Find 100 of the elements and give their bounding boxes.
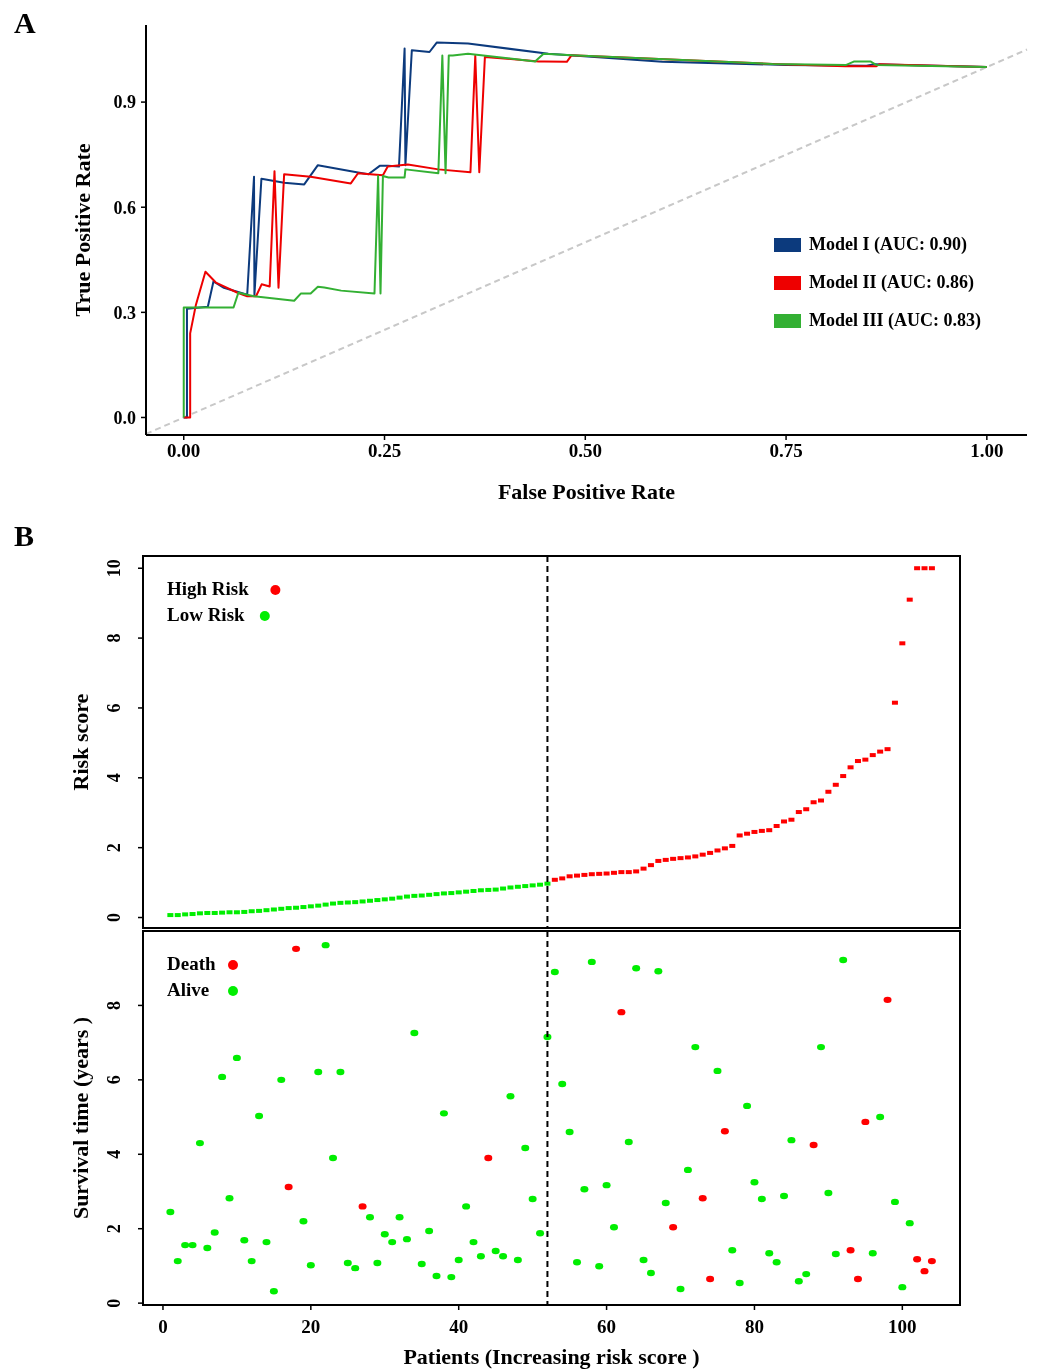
y-tick-label: 4	[104, 1149, 124, 1159]
x-tick-label: 80	[744, 1316, 764, 1337]
point	[861, 1118, 870, 1126]
point	[758, 828, 765, 833]
point	[292, 945, 301, 953]
y-tick-label: 0.3	[113, 302, 136, 323]
point	[477, 888, 484, 893]
point	[174, 913, 181, 918]
point	[196, 911, 203, 916]
point	[647, 863, 654, 868]
point	[293, 905, 300, 910]
y-axis-title: True Positive Rate	[69, 143, 95, 317]
point	[559, 876, 566, 881]
point	[825, 789, 832, 794]
point	[529, 883, 536, 888]
y-tick-label: 0.9	[113, 92, 136, 113]
point	[182, 912, 189, 917]
point	[189, 912, 196, 917]
y-tick-label: 0	[104, 1298, 124, 1308]
point	[853, 1275, 862, 1283]
point	[366, 898, 373, 903]
point	[832, 782, 839, 787]
x-tick-label: 1.00	[970, 440, 1004, 461]
point	[795, 810, 802, 815]
point	[706, 1275, 715, 1283]
point	[381, 897, 388, 902]
point	[883, 996, 892, 1004]
point	[744, 831, 751, 836]
point	[596, 871, 603, 876]
point	[610, 870, 617, 875]
point	[219, 910, 226, 915]
point	[315, 903, 322, 908]
point	[403, 894, 410, 899]
point	[358, 1203, 367, 1210]
point	[869, 753, 876, 758]
point	[618, 870, 625, 875]
point	[766, 828, 773, 833]
point	[522, 884, 529, 889]
point	[433, 892, 440, 897]
point	[470, 888, 477, 893]
point	[809, 1141, 818, 1149]
point	[655, 858, 662, 863]
point	[699, 852, 706, 857]
y-tick-label: 4	[104, 773, 124, 783]
chart-title: A	[14, 6, 36, 39]
point	[854, 759, 861, 764]
point	[714, 848, 721, 853]
point	[330, 901, 337, 906]
point	[698, 1195, 707, 1202]
point	[455, 890, 462, 895]
point	[721, 846, 728, 851]
point	[284, 1183, 293, 1191]
point	[574, 873, 581, 878]
legend-label: Model I (AUC: 0.90)	[809, 234, 967, 255]
point	[551, 877, 558, 882]
point	[344, 900, 351, 905]
y-tick-label: 8	[104, 633, 124, 643]
y-tick-label: 2	[104, 1224, 124, 1234]
point	[899, 641, 906, 646]
chart-title: B	[14, 519, 35, 552]
y-axis-title: Survival time (years )	[67, 1016, 93, 1220]
point	[603, 871, 610, 876]
point	[662, 857, 669, 862]
point	[751, 829, 758, 834]
y-tick-label: 0.0	[113, 407, 136, 428]
point	[514, 884, 521, 889]
point	[507, 885, 514, 890]
point	[736, 833, 743, 838]
y-tick-label: 10	[104, 559, 124, 578]
point	[167, 913, 174, 918]
point	[891, 700, 898, 705]
point	[396, 895, 403, 900]
point	[352, 900, 359, 905]
point	[862, 757, 869, 762]
point	[241, 909, 248, 914]
point	[374, 898, 381, 903]
x-tick-label: 0	[158, 1316, 168, 1337]
point	[877, 749, 884, 754]
point	[226, 910, 233, 915]
point	[337, 900, 344, 905]
point	[484, 1154, 493, 1162]
point	[670, 856, 677, 861]
legend-label: High Risk	[167, 578, 250, 599]
point	[233, 910, 240, 915]
y-tick-label: 0.6	[113, 197, 136, 218]
point	[920, 1267, 929, 1275]
y-tick-label: 6	[104, 703, 124, 713]
x-tick-label: 0.50	[568, 440, 602, 461]
point	[684, 855, 691, 860]
x-tick-label: 60	[597, 1316, 617, 1337]
legend-label: Alive	[167, 979, 210, 1000]
point	[426, 892, 433, 897]
y-axis-title: Risk score	[67, 693, 93, 791]
point	[906, 597, 913, 602]
point	[418, 893, 425, 898]
point	[270, 907, 277, 912]
legend-label: Model II (AUC: 0.86)	[809, 272, 974, 293]
point	[537, 882, 544, 887]
point	[300, 905, 307, 910]
x-tick-label: 40	[449, 1316, 469, 1337]
